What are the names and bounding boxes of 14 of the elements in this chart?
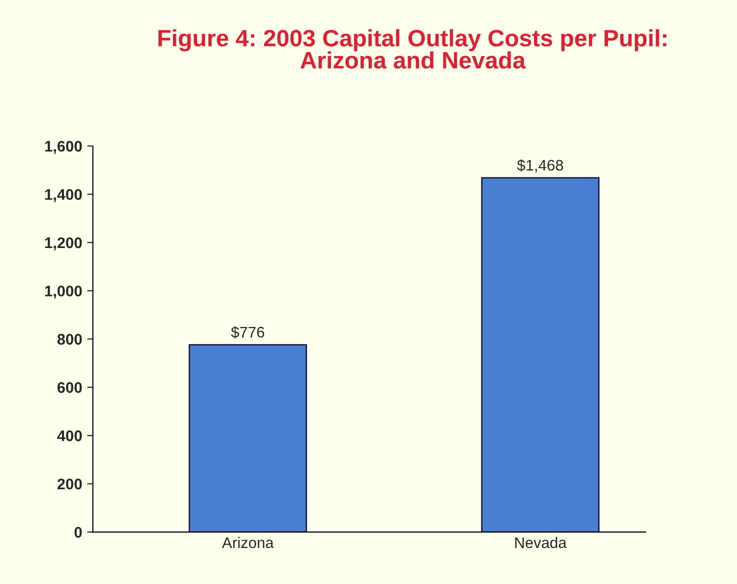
y-tick-label: 1,600 bbox=[45, 140, 82, 154]
y-tick-label: 800 bbox=[57, 334, 82, 345]
data-label: $1,468 bbox=[517, 159, 564, 172]
y-tick-label: 1,000 bbox=[45, 286, 82, 299]
y-tick-label: 400 bbox=[57, 430, 82, 442]
x-tick-label: Nevada bbox=[515, 536, 567, 548]
y-tick-label: 0 bbox=[74, 526, 82, 538]
chart-title: Figure 4: 2003 Capital Outlay Costs per Pupil: Arizona and Nevada bbox=[158, 29, 666, 69]
y-tick-label: 1,200 bbox=[45, 237, 82, 250]
y-tick-label: 600 bbox=[58, 382, 82, 393]
data-label: $776 bbox=[231, 326, 264, 339]
y-tick-label: 200 bbox=[57, 478, 82, 490]
x-tick-label: Arizona bbox=[222, 536, 274, 548]
y-tick-label: 1,400 bbox=[45, 189, 82, 202]
